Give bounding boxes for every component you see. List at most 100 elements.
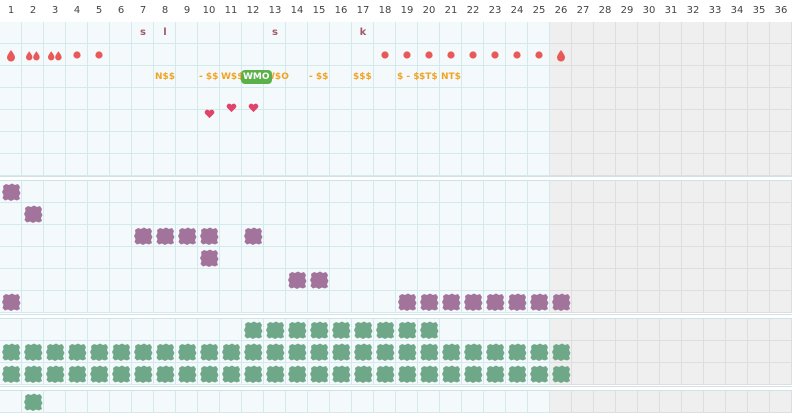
grid-cell[interactable] bbox=[22, 247, 44, 269]
grid-cell[interactable] bbox=[176, 88, 198, 110]
grid-cell[interactable] bbox=[44, 291, 66, 313]
grid-cell[interactable] bbox=[550, 110, 572, 132]
grid-cell[interactable] bbox=[418, 66, 440, 88]
grid-cell[interactable] bbox=[132, 44, 154, 66]
grid-cell[interactable] bbox=[154, 44, 176, 66]
grid-cell[interactable] bbox=[682, 203, 704, 225]
grid-cell[interactable] bbox=[154, 154, 176, 176]
grid-cell[interactable] bbox=[0, 247, 22, 269]
grid-cell[interactable] bbox=[572, 110, 594, 132]
grid-cell[interactable] bbox=[132, 319, 154, 341]
activity-blob[interactable] bbox=[264, 341, 286, 363]
grid-cell[interactable] bbox=[132, 203, 154, 225]
grid-cell[interactable] bbox=[110, 203, 132, 225]
grid-cell[interactable] bbox=[0, 154, 22, 176]
activity-blob[interactable] bbox=[132, 363, 154, 385]
grid-cell[interactable] bbox=[132, 247, 154, 269]
activity-blob[interactable] bbox=[308, 319, 330, 341]
grid-cell[interactable] bbox=[132, 291, 154, 313]
grid-cell[interactable] bbox=[0, 132, 22, 154]
grid-cell[interactable] bbox=[264, 132, 286, 154]
grid-cell[interactable] bbox=[682, 391, 704, 413]
grid-cell[interactable] bbox=[616, 291, 638, 313]
grid-cell[interactable] bbox=[308, 88, 330, 110]
grid-cell[interactable] bbox=[264, 269, 286, 291]
grid-cell[interactable] bbox=[264, 110, 286, 132]
activity-blob[interactable] bbox=[396, 341, 418, 363]
grid-cell[interactable] bbox=[242, 181, 264, 203]
grid-cell[interactable] bbox=[660, 225, 682, 247]
grid-cell[interactable] bbox=[264, 154, 286, 176]
grid-cell[interactable] bbox=[396, 225, 418, 247]
grid-cell[interactable] bbox=[616, 110, 638, 132]
activity-blob[interactable] bbox=[528, 291, 550, 313]
grid-cell[interactable] bbox=[748, 110, 770, 132]
grid-cell[interactable] bbox=[374, 110, 396, 132]
grid-cell[interactable] bbox=[770, 341, 792, 363]
activity-blob[interactable] bbox=[44, 341, 66, 363]
grid-cell[interactable] bbox=[682, 22, 704, 44]
grid-cell[interactable] bbox=[110, 22, 132, 44]
grid-cell[interactable] bbox=[418, 247, 440, 269]
grid-cell[interactable] bbox=[308, 66, 330, 88]
grid-cell[interactable] bbox=[704, 88, 726, 110]
activity-blob[interactable] bbox=[286, 363, 308, 385]
grid-cell[interactable] bbox=[0, 269, 22, 291]
grid-cell[interactable] bbox=[286, 110, 308, 132]
grid-cell[interactable] bbox=[396, 269, 418, 291]
grid-cell[interactable] bbox=[572, 363, 594, 385]
grid-cell[interactable] bbox=[440, 247, 462, 269]
grid-cell[interactable] bbox=[704, 269, 726, 291]
grid-cell[interactable] bbox=[418, 88, 440, 110]
activity-blob[interactable] bbox=[330, 341, 352, 363]
activity-blob[interactable] bbox=[550, 341, 572, 363]
grid-cell[interactable] bbox=[154, 319, 176, 341]
grid-cell[interactable] bbox=[66, 269, 88, 291]
grid-cell[interactable] bbox=[396, 154, 418, 176]
activity-blob[interactable] bbox=[440, 363, 462, 385]
activity-blob[interactable] bbox=[154, 225, 176, 247]
grid-cell[interactable] bbox=[594, 319, 616, 341]
grid-cell[interactable] bbox=[484, 66, 506, 88]
grid-cell[interactable] bbox=[286, 44, 308, 66]
grid-cell[interactable] bbox=[638, 363, 660, 385]
grid-cell[interactable] bbox=[462, 225, 484, 247]
grid-cell[interactable] bbox=[66, 154, 88, 176]
grid-cell[interactable] bbox=[396, 22, 418, 44]
grid-cell[interactable] bbox=[132, 22, 154, 44]
grid-cell[interactable] bbox=[484, 319, 506, 341]
grid-cell[interactable] bbox=[462, 154, 484, 176]
grid-cell[interactable] bbox=[66, 225, 88, 247]
grid-cell[interactable] bbox=[22, 291, 44, 313]
grid-cell[interactable] bbox=[660, 319, 682, 341]
grid-cell[interactable] bbox=[638, 203, 660, 225]
grid-cell[interactable] bbox=[506, 110, 528, 132]
grid-cell[interactable] bbox=[66, 22, 88, 44]
grid-cell[interactable] bbox=[88, 319, 110, 341]
grid-cell[interactable] bbox=[330, 203, 352, 225]
grid-cell[interactable] bbox=[176, 269, 198, 291]
grid-cell[interactable] bbox=[770, 132, 792, 154]
grid-cell[interactable] bbox=[682, 291, 704, 313]
grid-cell[interactable] bbox=[66, 391, 88, 413]
grid-cell[interactable] bbox=[352, 181, 374, 203]
grid-cell[interactable] bbox=[550, 132, 572, 154]
grid-cell[interactable] bbox=[330, 391, 352, 413]
activity-blob[interactable] bbox=[242, 363, 264, 385]
grid-cell[interactable] bbox=[484, 225, 506, 247]
grid-cell[interactable] bbox=[528, 154, 550, 176]
grid-cell[interactable] bbox=[660, 88, 682, 110]
grid-cell[interactable] bbox=[484, 247, 506, 269]
grid-cell[interactable] bbox=[572, 225, 594, 247]
grid-cell[interactable] bbox=[242, 391, 264, 413]
grid-cell[interactable] bbox=[286, 88, 308, 110]
grid-cell[interactable] bbox=[770, 225, 792, 247]
activity-blob[interactable] bbox=[308, 269, 330, 291]
activity-blob[interactable] bbox=[418, 291, 440, 313]
grid-cell[interactable] bbox=[198, 88, 220, 110]
grid-cell[interactable] bbox=[462, 269, 484, 291]
grid-cell[interactable] bbox=[308, 132, 330, 154]
grid-cell[interactable] bbox=[638, 44, 660, 66]
grid-cell[interactable] bbox=[594, 203, 616, 225]
grid-cell[interactable] bbox=[616, 44, 638, 66]
